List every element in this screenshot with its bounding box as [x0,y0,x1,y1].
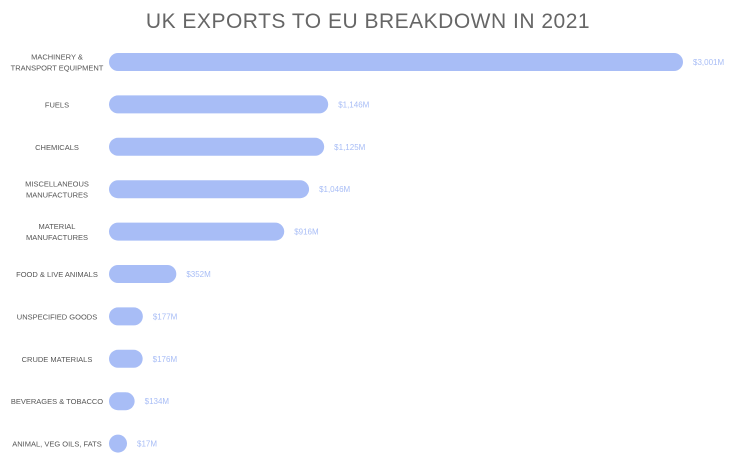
category-label: BEVERAGES & TOBACCO [11,397,103,406]
category-label: MATERIAL [39,222,76,231]
bar [109,180,310,199]
bar [109,307,143,326]
category-label: FUELS [45,100,69,109]
data-label: $17M [137,440,157,449]
data-label: $177M [153,312,178,321]
bar [109,95,329,114]
data-label: $176M [153,355,178,364]
data-label: $1,125M [334,143,365,152]
bar [109,265,177,283]
chart-title: UK EXPORTS TO EU BREAKDOWN IN 2021 [145,10,591,33]
bar [109,434,127,453]
data-label: $916M [294,228,319,237]
data-label: $134M [145,397,170,406]
category-label: MISCELLANEOUS [25,180,89,189]
bar [109,349,143,368]
bar [109,53,683,71]
data-label: $1,146M [338,100,369,109]
category-label: ANIMAL, VEG OILS, FATS [12,440,101,449]
category-label: MACHINERY & [31,53,83,62]
bar [109,137,325,156]
data-label: $1,046M [319,185,350,194]
category-label: MANUFACTURES [26,233,88,242]
category-label: TRANSPORT EQUIPMENT [11,64,104,73]
category-label: FOOD & LIVE ANIMALS [16,270,98,279]
category-label: UNSPECIFIED GOODS [17,312,97,321]
data-label: $3,001M [693,58,724,67]
category-label: CHEMICALS [35,143,79,152]
data-label: $352M [186,270,211,279]
bar [109,392,135,411]
category-label: CRUDE MATERIALS [22,355,93,364]
bar [109,222,285,241]
category-label: MANUFACTURES [26,191,88,200]
